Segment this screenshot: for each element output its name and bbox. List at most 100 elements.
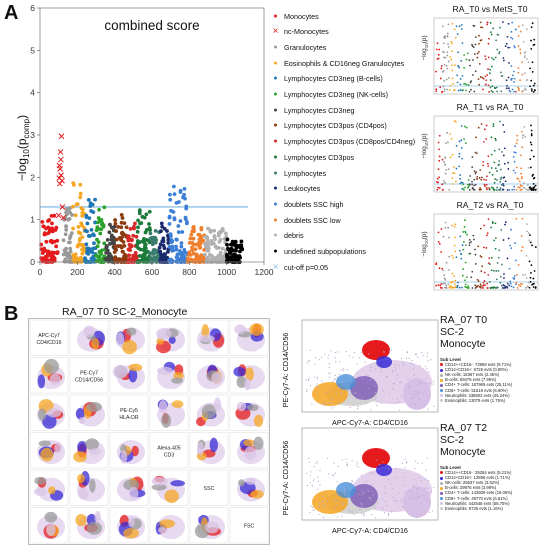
event-dot [316, 376, 318, 378]
matrix-cell [29, 469, 69, 506]
small-data-point [450, 286, 453, 289]
sub-level-text: Eosinophils: 13079 evts (1.75%) [445, 397, 506, 403]
data-point [121, 240, 126, 244]
data-point [174, 255, 179, 260]
small-data-point [528, 260, 531, 263]
event-dot [344, 488, 346, 491]
small-data-point [507, 161, 510, 164]
sub-level-item: Neutrophils: 442648 evts (58.75%) [440, 501, 512, 506]
marker-stroke [58, 133, 65, 140]
data-point [166, 237, 171, 242]
small-data-point [468, 90, 471, 93]
event-dot [328, 354, 330, 356]
small-data-point [450, 50, 453, 53]
small-plot-ylabel: −log10(p) [421, 35, 429, 60]
event-dot [350, 482, 353, 484]
legend-label: Lymphocytes CD3neg (NK-cells) [284, 90, 388, 99]
data-point [142, 258, 147, 263]
small-data-point [522, 41, 525, 43]
event-dot [315, 462, 317, 465]
small-data-point [508, 46, 511, 49]
density-blob [89, 478, 96, 493]
small-data-point [451, 254, 453, 257]
data-point [52, 256, 57, 261]
event-dot [307, 378, 309, 380]
density-blob [171, 400, 184, 408]
nc-monocyte-point [57, 166, 64, 172]
small-data-point [508, 62, 510, 64]
small-data-point [498, 163, 501, 166]
event-dot [346, 481, 348, 483]
flow-title-line3: Monocyte [440, 338, 486, 350]
density-blob [38, 440, 51, 447]
data-point [49, 239, 54, 244]
event-dot [372, 473, 374, 475]
event-dot [408, 386, 410, 388]
small-data-point [494, 137, 497, 140]
event-dot [428, 500, 431, 502]
x-tick-label: 600 [145, 267, 159, 277]
density-blob [46, 407, 62, 418]
small-data-point [495, 189, 498, 191]
event-dot [339, 501, 341, 503]
diagonal-label: CD4/CD16 [36, 340, 61, 346]
data-point [131, 233, 136, 238]
event-dot [409, 490, 411, 492]
small-data-point [469, 175, 472, 177]
event-dot [342, 369, 344, 371]
data-point [232, 259, 237, 264]
small-data-point [530, 88, 533, 91]
y-axis-label: −log10(pcomp) [15, 115, 31, 181]
small-data-point [475, 286, 478, 288]
small-data-point [527, 184, 529, 187]
data-point [167, 214, 172, 219]
small-data-point [440, 228, 443, 230]
density-blob [73, 451, 87, 463]
small-data-point [482, 160, 485, 163]
flow-xlabel: APC-Cy7-A: CD4/CD16 [332, 418, 408, 427]
small-data-point [454, 236, 456, 239]
y-tick-label: 6 [30, 3, 35, 13]
event-dot [357, 463, 359, 465]
small-data-point [461, 75, 464, 77]
small-data-point [486, 282, 489, 285]
event-dot [382, 390, 384, 392]
event-dot [310, 471, 312, 473]
event-dot [337, 351, 339, 353]
dot-marker-icon: ● [273, 106, 278, 114]
density-blob [213, 397, 221, 412]
data-point [76, 225, 81, 229]
event-dot [426, 457, 428, 459]
small-data-point [479, 21, 482, 24]
nc-monocyte-cloud [376, 356, 392, 368]
legend-item: × nc-Monocytes [271, 26, 329, 38]
nc-monocyte-point [60, 214, 67, 221]
small-data-point [529, 276, 532, 279]
data-point [168, 258, 173, 262]
small-data-point [527, 232, 530, 234]
event-dot [386, 504, 388, 507]
data-point [78, 231, 83, 236]
event-dot [413, 485, 415, 487]
small-data-point [502, 124, 505, 126]
small-data-point [499, 181, 502, 183]
small-data-point [466, 183, 469, 186]
small-data-point [488, 280, 491, 283]
small-data-point [493, 189, 495, 191]
small-data-point [464, 232, 467, 234]
small-data-point [442, 42, 445, 45]
event-dot [430, 359, 432, 361]
data-point [167, 222, 172, 226]
matrix-cell [109, 319, 149, 356]
data-point [77, 236, 82, 241]
nc-monocyte-point [58, 172, 64, 179]
data-point [90, 202, 95, 207]
small-data-point [445, 287, 448, 289]
event-dot [309, 482, 312, 484]
data-point [78, 191, 83, 196]
small-data-point [446, 131, 448, 134]
small-data-point [494, 222, 497, 225]
small-data-point [505, 79, 508, 82]
data-point [44, 226, 49, 231]
small-data-point [533, 38, 536, 41]
